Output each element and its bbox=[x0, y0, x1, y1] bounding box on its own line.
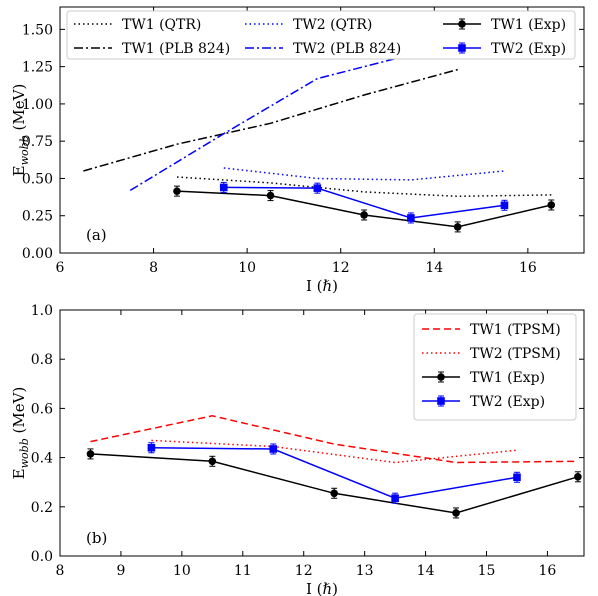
y-tick-label: 0.25 bbox=[22, 209, 53, 225]
data-point bbox=[547, 201, 556, 209]
y-tick-label: 0.50 bbox=[22, 171, 53, 187]
panel-label: (a) bbox=[86, 226, 107, 244]
y-tick-label: 1.25 bbox=[22, 60, 53, 76]
x-tick-label: 8 bbox=[149, 260, 158, 276]
y-tick-label: 1.50 bbox=[22, 22, 53, 38]
x-axis-label: I (ℏ) bbox=[306, 277, 338, 295]
y-axis-label-main: E bbox=[10, 165, 28, 176]
y-axis-label-unit: (MeV) bbox=[10, 84, 28, 136]
y-axis-label-main: E bbox=[10, 468, 28, 479]
data-point bbox=[453, 223, 462, 231]
x-tick-label: 15 bbox=[478, 563, 496, 579]
data-point bbox=[513, 473, 521, 482]
panel-label: (b) bbox=[86, 529, 107, 547]
y-tick-label: 0.75 bbox=[22, 134, 53, 150]
y-tick-label: 1.0 bbox=[31, 303, 53, 319]
y-axis-label: Ewobb (MeV) bbox=[10, 387, 31, 480]
x-tick-label: 8 bbox=[56, 563, 65, 579]
y-tick-label: 0.00 bbox=[22, 246, 53, 262]
legend: TW1 (TPSM) TW2 (TPSM) TW1 (Exp) TW2 (Exp) bbox=[413, 313, 577, 421]
legend-label: TW1 (Exp) bbox=[470, 370, 545, 386]
data-point bbox=[266, 191, 275, 200]
x-tick-label: 16 bbox=[539, 563, 557, 579]
legend-marker bbox=[458, 44, 466, 52]
legend-frame bbox=[413, 313, 577, 421]
legend: TW1 (QTR) TW1 (PLB 824) TW2 (QTR) TW2 (PLB … bbox=[66, 10, 576, 60]
data-point bbox=[219, 183, 228, 192]
legend-marker bbox=[458, 20, 466, 28]
panel-a: 6 8 10 12 14 16 0.00 0.25 0.50 0.75 1.00 1.25 1.50 I … bbox=[10, 6, 585, 295]
data-point bbox=[313, 184, 322, 192]
data-point bbox=[208, 457, 217, 466]
y-axis-label: Ewobb (MeV) bbox=[10, 84, 31, 177]
panel-b: 8 9 10 11 12 13 14 15 16 0.0 0.2 0.4 0.6 0.8 1.0 I (ℏ) E… bbox=[10, 303, 585, 596]
series-line-5 bbox=[223, 186, 505, 219]
y-tick-label: 1.00 bbox=[22, 97, 53, 113]
x-tick-label: 14 bbox=[417, 563, 435, 579]
data-point bbox=[452, 509, 460, 517]
data-point bbox=[360, 211, 368, 219]
data-point bbox=[500, 201, 509, 210]
legend-label: TW2 (Exp) bbox=[491, 41, 566, 57]
y-tick-label: 0.6 bbox=[31, 401, 53, 417]
series-line-1 bbox=[83, 68, 458, 172]
x-tick-label: 12 bbox=[332, 260, 350, 276]
x-tick-label: 11 bbox=[234, 563, 252, 579]
x-tick-label: 10 bbox=[173, 563, 191, 579]
data-point bbox=[86, 450, 95, 458]
y-tick-label: 0.8 bbox=[31, 352, 53, 368]
series-line-3 bbox=[129, 53, 412, 192]
data-point bbox=[391, 494, 399, 502]
legend-label: TW1 (TPSM) bbox=[470, 322, 561, 338]
x-tick-label: 13 bbox=[356, 563, 374, 579]
plot-frame bbox=[59, 6, 585, 254]
x-axis-label: I (ℏ) bbox=[306, 580, 338, 596]
legend-label: TW1 (PLB 824) bbox=[122, 41, 230, 57]
plot-frame bbox=[59, 309, 585, 557]
legend-label: TW2 (TPSM) bbox=[470, 346, 561, 362]
y-tick-label: 0.2 bbox=[31, 500, 53, 516]
x-tick-label: 16 bbox=[519, 260, 537, 276]
legend-label: TW1 (Exp) bbox=[491, 17, 566, 33]
legend-label: TW2 (Exp) bbox=[470, 394, 545, 410]
x-tick-label: 9 bbox=[116, 563, 125, 579]
x-tick-label: 12 bbox=[295, 563, 313, 579]
series-line-2 bbox=[223, 167, 505, 181]
series-line-0 bbox=[90, 415, 578, 464]
series-line-3 bbox=[151, 447, 518, 499]
legend-label: TW2 (QTR) bbox=[293, 17, 372, 33]
x-tick-label: 14 bbox=[425, 260, 443, 276]
legend-marker bbox=[437, 373, 445, 381]
y-axis-label-unit: (MeV) bbox=[10, 387, 28, 439]
x-tick-label: 10 bbox=[238, 260, 256, 276]
series-line-4 bbox=[176, 190, 552, 228]
x-tick-label: 6 bbox=[56, 260, 65, 276]
y-tick-label: 0.0 bbox=[31, 549, 53, 565]
data-point bbox=[330, 489, 338, 498]
data-point bbox=[407, 214, 415, 222]
series-line-1 bbox=[151, 439, 518, 464]
legend-label: TW1 (QTR) bbox=[122, 17, 201, 33]
data-point bbox=[269, 445, 278, 453]
legend-marker bbox=[437, 397, 445, 405]
data-point bbox=[173, 187, 181, 195]
data-point bbox=[574, 472, 582, 481]
legend-label: TW2 (PLB 824) bbox=[293, 41, 401, 57]
y-axis-label-sub: wobb bbox=[18, 438, 31, 468]
y-tick-label: 0.4 bbox=[31, 451, 53, 467]
legend-frame bbox=[66, 10, 576, 60]
data-point bbox=[147, 443, 156, 452]
y-axis-label-sub: wobb bbox=[18, 135, 31, 165]
